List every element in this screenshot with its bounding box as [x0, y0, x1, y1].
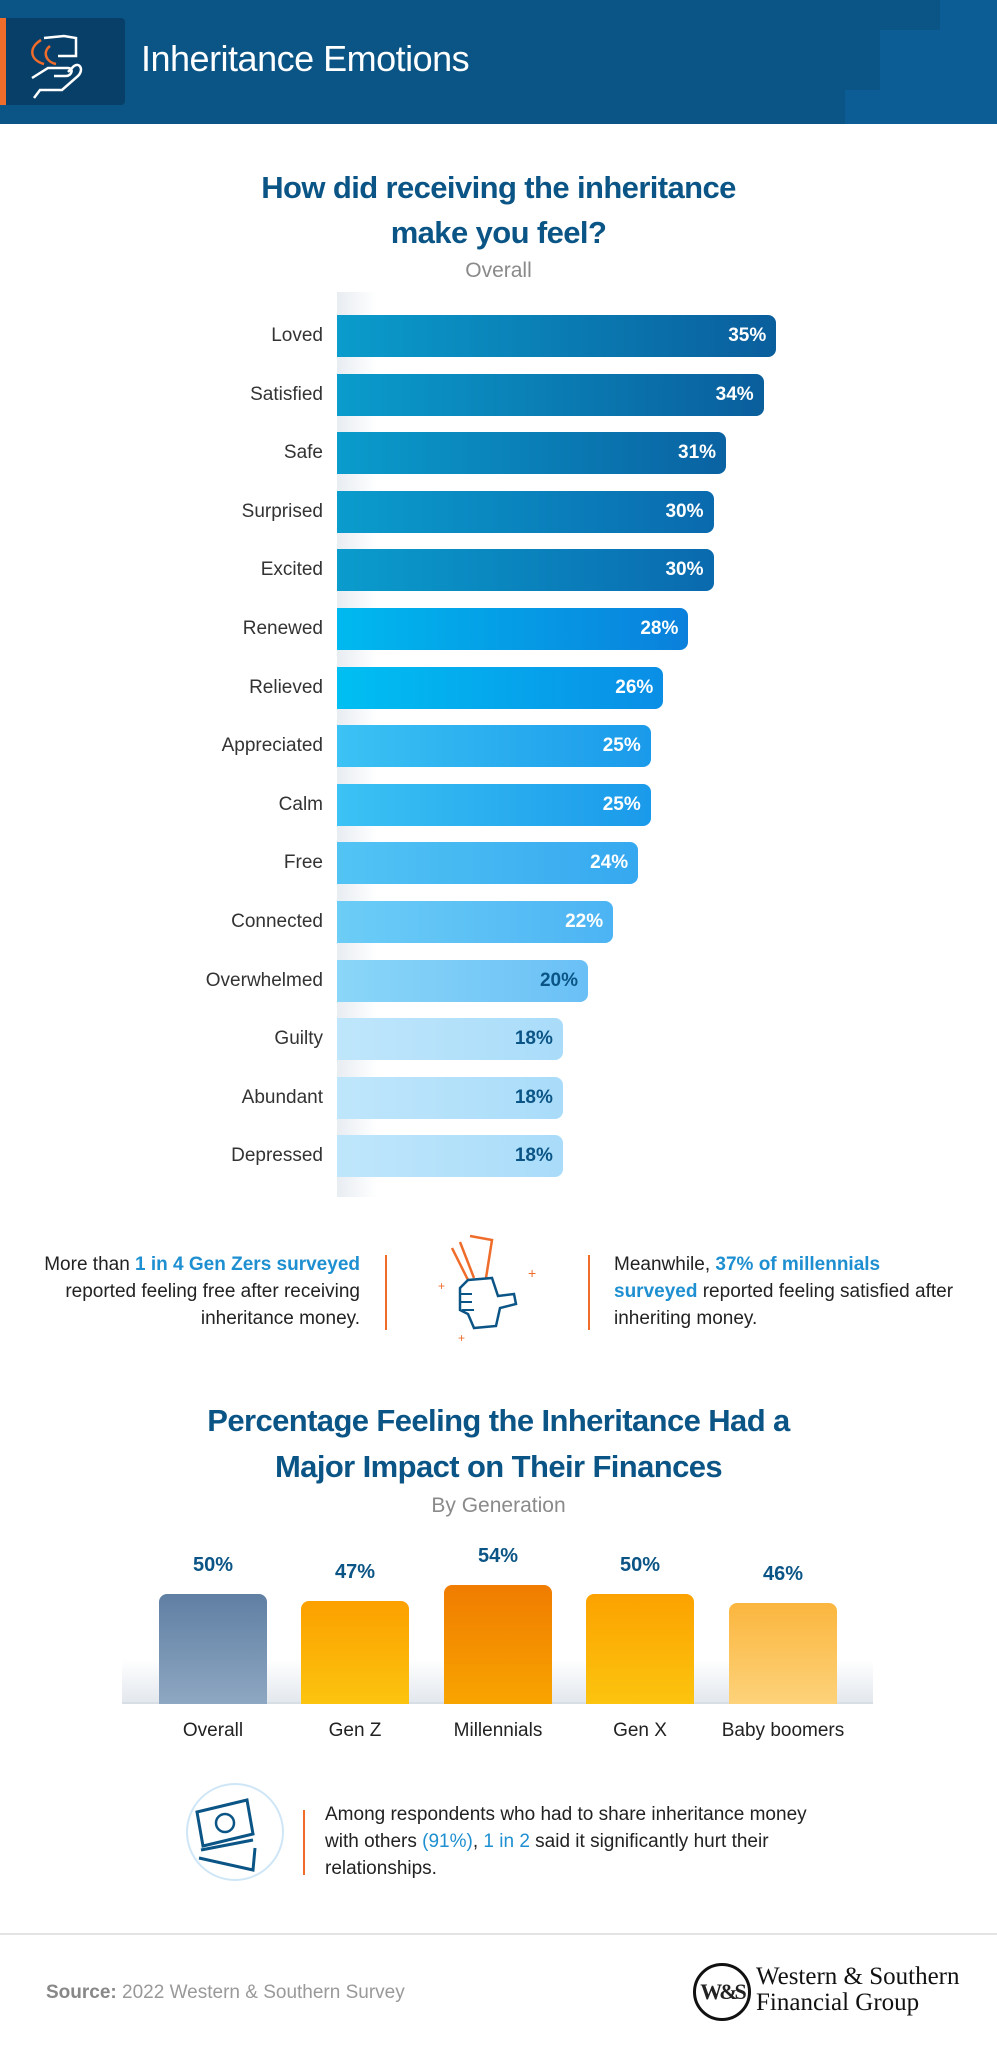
bar — [337, 549, 714, 592]
cash-stack-icon — [183, 1780, 287, 1889]
bar-label: Relieved — [249, 676, 323, 698]
callout-gen-z: More than 1 in 4 Gen Zers surveyed repor… — [44, 1254, 360, 1329]
bar — [337, 725, 651, 768]
bar — [337, 490, 714, 533]
bar-value-label: 54% — [477, 1545, 519, 1568]
bar-value-label: 50% — [619, 1554, 661, 1576]
bar-label: Connected — [231, 911, 323, 932]
chart1-title-line2: make you feel? — [390, 215, 607, 250]
divider — [385, 1255, 387, 1330]
bar — [337, 1018, 563, 1061]
bar — [337, 959, 588, 1002]
chart2-subtitle: By Generation — [431, 1494, 566, 1517]
bar-value-label: 35% — [728, 325, 767, 346]
bar-label: Guilty — [274, 1028, 323, 1050]
svg-text:+: + — [438, 1279, 445, 1293]
bar — [159, 1594, 267, 1704]
bar-label: Baby boomers — [721, 1720, 845, 1741]
bar-value-label: 34% — [715, 383, 754, 405]
bar-value-label: 20% — [539, 969, 578, 991]
bar-value-label: 24% — [590, 852, 629, 874]
fist-money-icon: + + + — [430, 1230, 550, 1350]
bar-value-label: 30% — [665, 500, 704, 522]
footer-divider — [0, 1933, 997, 1935]
bar-value-label: 50% — [192, 1554, 234, 1576]
bar — [444, 1585, 552, 1704]
bar-label: Surprised — [241, 500, 323, 522]
bar-label: Excited — [260, 559, 323, 581]
bar-label: Overall — [182, 1720, 244, 1741]
bar — [337, 1135, 563, 1178]
bar-value-label: 25% — [602, 793, 641, 815]
bar — [301, 1600, 409, 1704]
header-banner: Inheritance Emotions — [0, 0, 997, 124]
bar-value-label: 30% — [665, 559, 704, 581]
company-logo-mark: W&S — [693, 1963, 751, 2021]
bar-label: Safe — [283, 442, 323, 464]
bar-label: Gen Z — [328, 1720, 382, 1741]
bar — [337, 783, 651, 826]
bar-value-label: 46% — [762, 1562, 804, 1585]
bar-label: Overwhelmed — [205, 969, 323, 991]
company-logo-text: Western & Southern Financial Group — [756, 1963, 960, 2016]
bar-value-label: 28% — [640, 618, 679, 639]
bar — [729, 1602, 837, 1704]
bar-label: Millennials — [453, 1720, 543, 1741]
chart1-subtitle: Overall — [465, 259, 532, 282]
source-note: Source: 2022 Western & Southern Survey — [46, 1982, 405, 2003]
bar-label: Appreciated — [221, 735, 323, 757]
bar-value-label: 18% — [514, 1145, 553, 1167]
divider — [303, 1810, 305, 1875]
chart2-title-line2: Major Impact on Their Finances — [274, 1449, 723, 1484]
bar — [337, 315, 777, 357]
bar-value-label: 26% — [615, 676, 654, 698]
bar — [337, 608, 689, 650]
svg-text:+: + — [458, 1331, 465, 1345]
bar-value-label: 18% — [514, 1086, 553, 1108]
bar-value-label: 47% — [334, 1560, 376, 1583]
bar — [337, 666, 664, 709]
callout-sharing: Among respondents who had to share inher… — [325, 1804, 807, 1879]
bar-label: Free — [283, 852, 323, 874]
chart1-title-line1: How did receiving the inheritance — [261, 170, 736, 205]
bar — [337, 1076, 563, 1119]
chart2-title-line1: Percentage Feeling the Inheritance Had a — [207, 1403, 790, 1438]
bar-label: Satisfied — [250, 383, 323, 405]
hands-money-icon — [0, 18, 125, 105]
bar-value-label: 18% — [514, 1028, 553, 1050]
svg-text:+: + — [528, 1265, 536, 1281]
bar — [337, 432, 727, 475]
bar — [337, 842, 639, 885]
bar-label: Abundant — [241, 1086, 323, 1108]
bar-value-label: 31% — [678, 442, 717, 464]
bar-label: Calm — [278, 793, 323, 815]
bar — [337, 373, 764, 416]
bar-label: Loved — [271, 325, 323, 346]
callout-millennials: Meanwhile, 37% of millennials surveyed r… — [614, 1254, 954, 1329]
bar — [337, 901, 614, 943]
bar-value-label: 25% — [602, 735, 641, 757]
bar — [586, 1594, 694, 1704]
divider — [588, 1255, 590, 1330]
bar-label: Depressed — [231, 1145, 323, 1167]
bar-value-label: 22% — [565, 911, 604, 932]
bar-label: Gen X — [613, 1720, 667, 1741]
page-title: Inheritance Emotions — [141, 38, 470, 79]
bar-label: Renewed — [242, 618, 323, 639]
